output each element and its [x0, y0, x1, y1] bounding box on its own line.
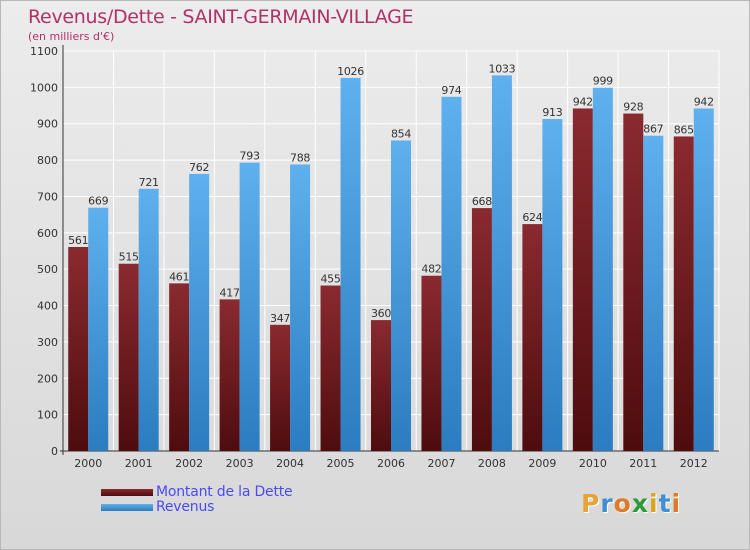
bar-revenus-2007 [441, 96, 462, 452]
data-label-revenus-2007: 974 [441, 84, 461, 97]
chart-subtitle: (en milliers d'€) [28, 30, 115, 43]
data-label-revenus-2004: 788 [290, 151, 310, 164]
x-tick-label: 2012 [680, 457, 708, 470]
bar-dette-2006 [371, 320, 391, 451]
bar-revenus-2004 [290, 164, 311, 452]
bar-dette-2009 [522, 224, 543, 451]
data-label-dette-2012: 865 [674, 123, 694, 136]
chart-title: Revenus/Dette - SAINT-GERMAIN-VILLAGE [28, 6, 414, 28]
y-tick-label: 200 [37, 372, 58, 385]
bar-dette-2005 [320, 285, 341, 451]
bar-revenus-2006 [391, 140, 411, 452]
bar-chart: 0 100 200 300 400 500 600 700 800 900 1000 1100 561… [30, 45, 720, 470]
x-tick-label: 2000 [74, 457, 102, 470]
data-label-dette-2010: 942 [573, 95, 593, 108]
x-tick-label: 2001 [125, 457, 153, 470]
logo-letter: i [671, 489, 682, 518]
x-tick-label: 2003 [226, 457, 254, 470]
y-tick-label: 800 [37, 154, 58, 167]
bar-revenus-2001 [138, 188, 159, 451]
data-label-revenus-2012: 942 [694, 95, 714, 108]
bar-revenus-2002 [189, 173, 210, 451]
bar-dette-2001 [118, 263, 139, 451]
x-tick-label: 2002 [175, 457, 203, 470]
bar-dette-2012 [673, 136, 694, 452]
bar-dette-2004 [270, 324, 291, 451]
legend-swatch-dette [101, 489, 153, 496]
data-label-revenus-2003: 793 [240, 150, 260, 163]
x-tick-label: 2007 [427, 457, 455, 470]
data-label-dette-2004: 347 [270, 312, 290, 325]
y-tick-label: 100 [37, 409, 58, 422]
data-label-revenus-2006: 854 [391, 127, 411, 140]
x-tick-label: 2010 [579, 457, 607, 470]
bar-dette-2003 [219, 299, 240, 451]
proxiti-logo: Proxiti [581, 489, 681, 518]
bar-dette-2000 [68, 247, 89, 451]
data-label-dette-2006: 360 [371, 307, 391, 320]
data-label-revenus-2008: 1033 [489, 62, 516, 75]
data-label-revenus-2000: 669 [88, 195, 108, 208]
bar-revenus-2012 [693, 108, 714, 452]
y-tick-label: 900 [37, 118, 58, 131]
x-tick-label: 2005 [327, 457, 355, 470]
y-tick-label: 500 [37, 263, 58, 276]
data-label-dette-2008: 668 [472, 195, 492, 208]
x-tick-label: 2004 [276, 457, 304, 470]
bar-revenus-2000 [88, 207, 109, 451]
y-tick-label: 1000 [30, 81, 58, 94]
logo-letter: t [658, 489, 672, 518]
x-tick-label: 2009 [528, 457, 556, 470]
bar-revenus-2011 [643, 135, 664, 451]
bar-dette-2011 [623, 113, 644, 451]
y-tick-label: 700 [37, 190, 58, 203]
y-tick-label: 400 [37, 300, 58, 313]
data-label-dette-2007: 482 [421, 263, 441, 276]
data-label-revenus-2011: 867 [643, 123, 663, 136]
logo-letter: r [600, 489, 614, 518]
legend-label-revenus: Revenus [156, 499, 215, 515]
y-tick-label: 300 [37, 336, 58, 349]
logo-letter: x [631, 489, 649, 518]
data-label-dette-2005: 455 [320, 273, 340, 286]
data-label-revenus-2009: 913 [542, 106, 562, 119]
data-label-revenus-2005: 1026 [337, 65, 364, 78]
data-label-dette-2001: 515 [119, 251, 139, 264]
bar-revenus-2005 [340, 77, 361, 451]
data-label-dette-2003: 417 [220, 286, 240, 299]
y-tick-label: 1100 [30, 45, 58, 58]
logo-letter: o [613, 489, 632, 518]
data-label-revenus-2002: 762 [189, 161, 209, 174]
x-tick-label: 2008 [478, 457, 506, 470]
x-tick-label: 2011 [629, 457, 657, 470]
data-label-dette-2002: 461 [169, 270, 189, 283]
bar-revenus-2003 [239, 162, 260, 452]
data-label-dette-2000: 561 [68, 234, 88, 247]
y-tick-label: 0 [51, 445, 58, 458]
bar-revenus-2010 [592, 87, 613, 452]
bar-dette-2008 [471, 208, 492, 451]
legend-label-dette: Montant de la Dette [156, 484, 293, 500]
logo-letter: i [649, 489, 659, 518]
bar-dette-2002 [169, 283, 190, 451]
data-label-revenus-2010: 999 [593, 75, 613, 88]
data-label-dette-2011: 928 [623, 101, 643, 114]
bar-dette-2010 [572, 108, 593, 452]
bar-revenus-2009 [542, 119, 563, 451]
data-label-dette-2009: 624 [522, 211, 542, 224]
data-label-revenus-2001: 721 [139, 176, 159, 189]
x-tick-label: 2006 [377, 457, 405, 470]
legend-swatch-revenus [101, 504, 153, 511]
y-tick-label: 600 [37, 227, 58, 240]
bar-dette-2007 [421, 275, 442, 451]
bar-revenus-2008 [491, 75, 512, 451]
logo-letter: P [581, 489, 601, 518]
